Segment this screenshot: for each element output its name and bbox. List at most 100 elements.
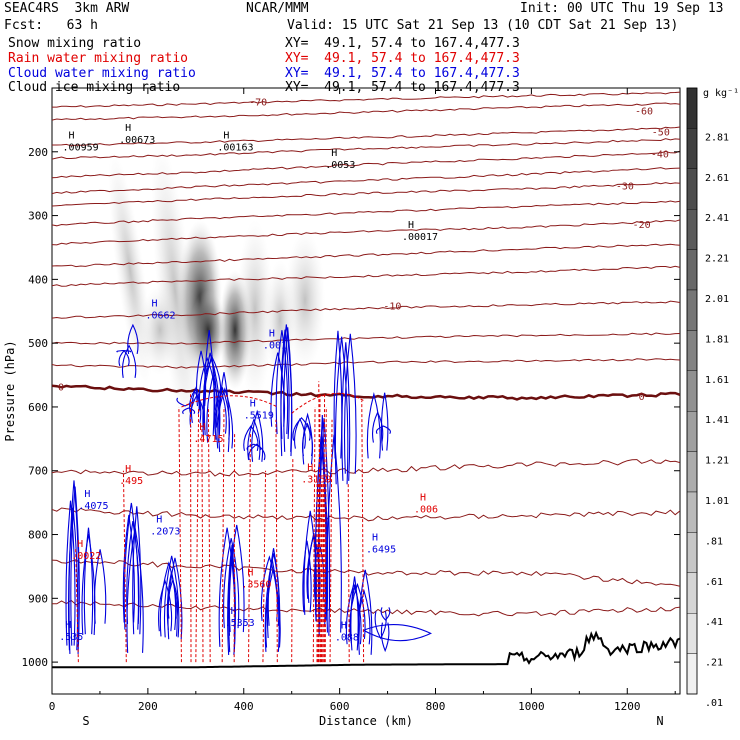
cloud-water-contour	[121, 344, 137, 378]
max-value-label: .0662	[145, 310, 175, 321]
colorbar-segment	[686, 411, 698, 452]
colorbar-segment	[686, 653, 698, 695]
cloud-water-contour	[248, 443, 266, 461]
rain-water-contour	[291, 392, 364, 414]
isotherm-line	[52, 300, 680, 319]
freezing-level-label: 0	[639, 392, 645, 403]
north-endpoint-label: N	[656, 714, 663, 728]
cloud-water-contour	[251, 409, 264, 462]
colorbar-tick-label: 2.61	[705, 173, 729, 184]
cloud-water-contour	[366, 391, 381, 459]
rain-water-contour	[221, 406, 225, 663]
isotherm-line	[52, 126, 680, 147]
max-marker: H	[250, 399, 256, 410]
y-tick-label: 400	[28, 273, 48, 286]
isotherm-line	[52, 358, 680, 369]
isotherm-line	[52, 200, 680, 227]
isotherm-line	[52, 507, 680, 522]
max-marker: H	[77, 539, 83, 550]
isotherm-line	[52, 167, 680, 195]
colorbar-tick-label: .61	[705, 577, 723, 588]
cloud-water-contour	[126, 521, 140, 625]
cloud-water-contour	[83, 527, 94, 635]
max-marker: H	[341, 621, 347, 632]
cloud-water-contour	[349, 582, 366, 639]
colorbar: 2.81 2.61 2.41 2.21 2.01 1.81 1.61 1.41 1.21 1.01…	[686, 87, 739, 709]
max-value-label: .00017	[402, 232, 438, 243]
colorbar-segment	[686, 491, 698, 533]
max-marker: H	[331, 148, 337, 159]
cloud-water-contour	[166, 571, 177, 631]
cloud-water-contour	[122, 514, 136, 623]
max-marker: H	[199, 422, 205, 433]
cloud-water-contour	[380, 622, 390, 653]
cloud-water-contour	[343, 333, 357, 474]
max-value-label: .00163	[217, 143, 253, 154]
cloud-water-contour	[334, 336, 349, 485]
rain-water-contour	[324, 406, 327, 663]
colorbar-tick-label: .81	[705, 536, 723, 547]
colorbar-tick-label: 1.21	[705, 456, 729, 467]
cloud-water-contour	[196, 350, 207, 407]
cloud-water-contour	[247, 418, 261, 460]
y-tick-label: 900	[28, 592, 48, 605]
x-tick-label: 400	[234, 700, 254, 713]
temperature-labels: -70 -60 -50 -40 -30 -20 -10 0 0	[58, 97, 670, 403]
colorbar-segment	[686, 289, 698, 331]
max-value-label: .495	[119, 476, 143, 487]
max-marker: H	[84, 489, 90, 500]
max-value-label: .5519	[244, 411, 274, 422]
isotherm-line	[52, 243, 680, 268]
isotherm-line	[52, 138, 680, 160]
colorbar-segment	[686, 87, 698, 129]
cloud-water-contour	[202, 354, 221, 437]
colorbar-segment	[686, 208, 698, 250]
cloud-water-contour	[182, 407, 196, 415]
max-marker: H	[231, 606, 237, 617]
rain-water-contour	[361, 400, 365, 663]
cloud-water-contour	[228, 524, 245, 633]
max-value-label: .535	[59, 632, 83, 643]
max-marker: H	[247, 568, 253, 579]
cloud-water-contour	[70, 486, 80, 646]
cloud-water-contour	[223, 538, 240, 629]
cloud-water-contours	[65, 323, 433, 656]
colorbar-segment	[686, 168, 698, 210]
cloud-water-contour	[294, 417, 306, 449]
max-marker: H	[69, 131, 75, 142]
rain-water-contour	[291, 457, 294, 663]
colorbar-frame	[686, 87, 698, 695]
colorbar-segment	[686, 330, 698, 371]
max-value-label: .5353	[225, 618, 255, 629]
freezing-level-line	[52, 384, 680, 401]
cloud-water-contour	[363, 623, 433, 642]
cloud-water-contour	[65, 500, 76, 646]
cloud-water-contour	[275, 330, 289, 435]
cloud-water-contour	[198, 356, 216, 411]
isotherm-line	[52, 150, 680, 179]
colorbar-tick-label: 2.81	[705, 132, 729, 143]
max-marker: H	[223, 131, 229, 142]
cloud-water-contour	[314, 436, 328, 621]
x-tick-label: 600	[330, 700, 350, 713]
cloud-water-contour	[375, 425, 391, 435]
y-tick-label: 500	[28, 337, 48, 350]
max-marker: H	[151, 298, 157, 309]
y-tick-label: 800	[28, 529, 48, 542]
isotherm-line	[52, 332, 680, 345]
field-cloudwater-name: Cloud water mixing ratio	[8, 66, 196, 81]
rain-water-contour	[122, 470, 127, 663]
rain-water-contour	[181, 395, 278, 408]
plot-frame	[51, 87, 681, 695]
cloud-water-contour	[280, 324, 293, 457]
cloud-water-contour	[270, 352, 286, 427]
cloud-water-contour	[158, 579, 173, 632]
south-endpoint-label: S	[82, 714, 89, 728]
init-time: Init: 00 UTC Thu 19 Sep 13	[520, 1, 724, 16]
colorbar-tick-label: 1.41	[705, 415, 729, 426]
max-marker: H	[307, 462, 313, 473]
cloud-water-contour	[246, 443, 262, 451]
cloud-water-contour	[380, 607, 391, 621]
max-value-label: .088	[335, 633, 359, 644]
